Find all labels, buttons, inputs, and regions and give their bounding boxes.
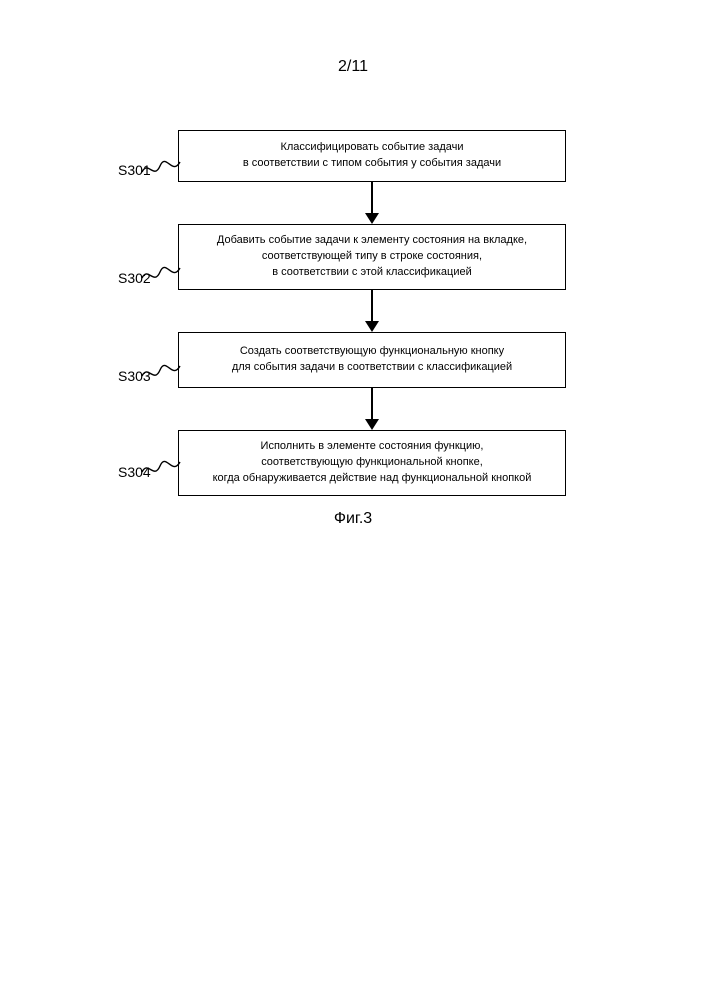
squiggle-connector [140, 358, 184, 380]
flow-step-box: Добавить событие задачи к элементу состо… [178, 224, 566, 290]
flow-step-text: Исполнить в элементе состояния функцию,с… [213, 439, 532, 487]
flow-arrow-head [365, 419, 379, 430]
figure-caption: Фиг.3 [0, 510, 706, 528]
page-number: 2/11 [0, 58, 706, 76]
flow-step-box: Классифицировать событие задачив соответ… [178, 130, 566, 182]
page: 2/11 Классифицировать событие задачив со… [0, 0, 706, 1000]
flow-step-text: Классифицировать событие задачив соответ… [243, 140, 501, 172]
flow-arrow-line [371, 388, 373, 420]
squiggle-connector [140, 154, 184, 176]
flow-arrow-head [365, 321, 379, 332]
flow-arrow-line [371, 182, 373, 214]
flow-step-text: Создать соответствующую функциональную к… [232, 344, 512, 376]
flow-step-box: Создать соответствующую функциональную к… [178, 332, 566, 388]
flow-arrow-head [365, 213, 379, 224]
squiggle-connector [140, 260, 184, 282]
flow-step-box: Исполнить в элементе состояния функцию,с… [178, 430, 566, 496]
flow-step-text: Добавить событие задачи к элементу состо… [217, 233, 527, 281]
flow-arrow-line [371, 290, 373, 322]
squiggle-connector [140, 454, 184, 476]
